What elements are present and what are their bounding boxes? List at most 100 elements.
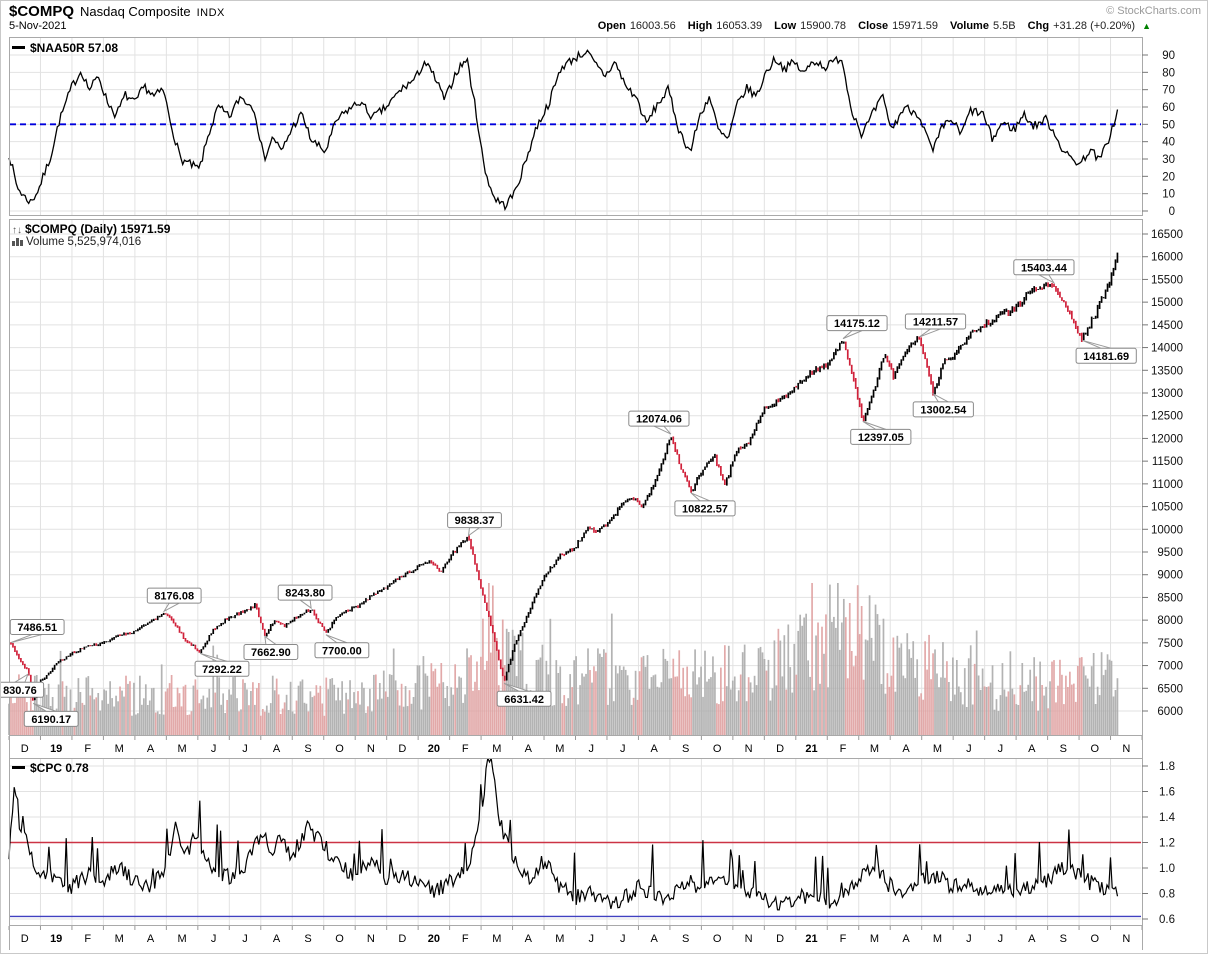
x-axis-month-label: M bbox=[492, 743, 501, 755]
close-label: Close bbox=[858, 20, 889, 32]
x-axis-month-label: O bbox=[335, 933, 344, 945]
change-label: Chg bbox=[1027, 20, 1050, 32]
price-annotation-label: 7292.22 bbox=[202, 664, 242, 676]
x-axis-month-label: M bbox=[115, 933, 124, 945]
x-axis-month-label: M bbox=[933, 743, 942, 755]
x-axis-month-label: O bbox=[713, 933, 722, 945]
svg-text:80: 80 bbox=[1162, 67, 1175, 79]
svg-text:70: 70 bbox=[1162, 85, 1175, 97]
x-axis-month-label: J bbox=[588, 743, 594, 755]
price-annotation-label: 12074.06 bbox=[636, 414, 682, 426]
open-value: 16003.56 bbox=[629, 20, 676, 32]
x-axis-month-label: N bbox=[1122, 933, 1130, 945]
svg-text:0: 0 bbox=[1169, 206, 1175, 216]
x-axis-month-label: 21 bbox=[805, 743, 817, 755]
x-axis-month-label: M bbox=[870, 933, 879, 945]
x-axis-month-label: A bbox=[525, 933, 533, 945]
svg-text:14500: 14500 bbox=[1151, 320, 1183, 332]
x-axis-labels-upper: D 19 F M A M J J A S O N D 20 F M A M J J A S O N D 21 F M A M J J A S O N bbox=[8, 736, 1143, 758]
price-annotation-label: 15403.44 bbox=[1021, 262, 1068, 274]
x-axis-month-label: O bbox=[335, 743, 344, 755]
x-axis-month-label: J bbox=[620, 743, 626, 755]
svg-text:8500: 8500 bbox=[1157, 592, 1183, 604]
svg-text:16500: 16500 bbox=[1151, 229, 1183, 241]
svg-text:6500: 6500 bbox=[1157, 683, 1183, 695]
x-axis-month-label: J bbox=[998, 743, 1004, 755]
svg-text:40: 40 bbox=[1162, 137, 1175, 149]
x-axis-month-label: N bbox=[1122, 743, 1130, 755]
price-annotation-label: 14175.12 bbox=[834, 318, 880, 330]
x-axis-month-label: A bbox=[147, 933, 155, 945]
x-axis-month-label: N bbox=[745, 743, 753, 755]
x-axis-month-label: D bbox=[398, 933, 406, 945]
x-axis-month-label: J bbox=[211, 743, 217, 755]
x-axis-month-label: N bbox=[367, 743, 375, 755]
price-annotation-box bbox=[628, 410, 690, 427]
volume-bars-icon bbox=[12, 238, 23, 246]
x-axis-month-label: A bbox=[1028, 933, 1036, 945]
low-label: Low bbox=[774, 20, 797, 32]
svg-text:9000: 9000 bbox=[1157, 570, 1183, 582]
volume-label: Volume bbox=[950, 20, 989, 32]
x-axis-month-label: O bbox=[1091, 743, 1100, 755]
svg-text:0.8: 0.8 bbox=[1159, 889, 1175, 901]
price-annotation-box bbox=[496, 690, 552, 707]
price-annotation-box bbox=[850, 428, 912, 445]
price-annotation-label: 14181.69 bbox=[1083, 351, 1129, 363]
svg-text:10000: 10000 bbox=[1151, 524, 1183, 536]
svg-text:16000: 16000 bbox=[1151, 252, 1183, 264]
x-axis-month-label: F bbox=[462, 743, 469, 755]
price-annotation-label: 12397.05 bbox=[858, 432, 904, 444]
compq-volume-legend-row: Volume 5,525,974,016 bbox=[12, 236, 141, 248]
svg-text:6000: 6000 bbox=[1157, 706, 1183, 718]
x-axis-month-label: 19 bbox=[50, 743, 62, 755]
price-annotation-box bbox=[277, 584, 333, 601]
svg-text:8000: 8000 bbox=[1157, 615, 1183, 627]
symbol-name: Nasdaq Composite bbox=[80, 4, 191, 19]
x-axis-month-label: A bbox=[1028, 743, 1036, 755]
svg-text:7500: 7500 bbox=[1157, 638, 1183, 650]
price-annotation-label: 13002.54 bbox=[920, 404, 967, 416]
naa50r-line-swatch-icon bbox=[12, 46, 25, 49]
x-axis-month-label: D bbox=[776, 743, 784, 755]
compq-price-chart: 16500 16000 15500 15000 14500 14000 13500 13000… bbox=[1, 219, 1183, 736]
price-annotation-label: 7662.90 bbox=[251, 647, 291, 659]
x-axis-month-label: O bbox=[1091, 933, 1100, 945]
x-axis-month-label: A bbox=[902, 743, 910, 755]
price-annotation-box bbox=[243, 644, 299, 660]
price-annotation-box bbox=[314, 642, 370, 659]
x-axis-month-label: M bbox=[555, 743, 564, 755]
price-annotation-box bbox=[826, 315, 888, 332]
change-up-icon: ▲ bbox=[1142, 21, 1151, 31]
svg-text:15500: 15500 bbox=[1151, 274, 1183, 286]
x-axis-month-label: 19 bbox=[50, 933, 62, 945]
svg-text:11500: 11500 bbox=[1152, 456, 1183, 468]
x-axis-month-label: D bbox=[21, 933, 29, 945]
price-annotation-label: 8176.08 bbox=[154, 591, 194, 603]
x-axis-month-label: J bbox=[588, 933, 594, 945]
x-axis-month-label: D bbox=[776, 933, 784, 945]
chart-header: $COMPQ Nasdaq Composite INDX bbox=[9, 3, 225, 21]
x-axis-month-label: A bbox=[273, 743, 281, 755]
x-axis-month-label: F bbox=[84, 933, 91, 945]
open-label: Open bbox=[597, 20, 626, 32]
close-value: 15971.59 bbox=[892, 20, 938, 32]
change-value: +31.28 (+0.20%) bbox=[1053, 20, 1136, 32]
compq-legend-row: ↑↓ $COMPQ (Daily) 15971.59 bbox=[12, 222, 170, 236]
cpc-legend-row: $CPC 0.78 bbox=[12, 761, 89, 775]
chart-date: 5-Nov-2021 bbox=[9, 20, 67, 32]
x-axis-month-label: N bbox=[745, 933, 753, 945]
price-annotation-label: 7700.00 bbox=[322, 645, 362, 657]
updown-arrows-icon: ↑↓ bbox=[12, 225, 22, 236]
x-axis-month-label: M bbox=[870, 743, 879, 755]
naa50r-legend: $NAA50R 57.08 bbox=[30, 41, 119, 55]
svg-text:15000: 15000 bbox=[1151, 297, 1183, 309]
price-annotation-box bbox=[194, 660, 250, 677]
svg-text:14000: 14000 bbox=[1151, 343, 1183, 355]
x-axis-month-label: J bbox=[242, 743, 248, 755]
svg-text:1.6: 1.6 bbox=[1159, 787, 1175, 799]
price-annotation-label: 10822.57 bbox=[682, 503, 728, 515]
x-axis-month-label: S bbox=[682, 933, 689, 945]
x-axis-month-label: A bbox=[651, 743, 659, 755]
